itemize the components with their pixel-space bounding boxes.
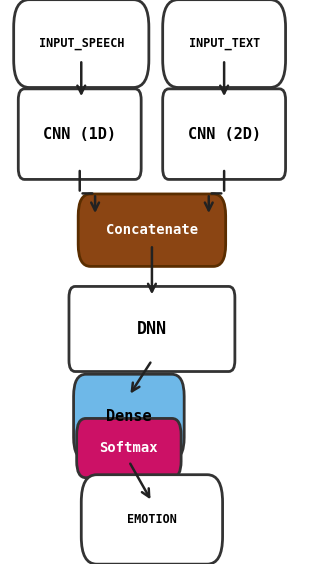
FancyBboxPatch shape	[78, 194, 226, 266]
Text: Concatenate: Concatenate	[106, 223, 198, 237]
FancyBboxPatch shape	[14, 0, 149, 87]
FancyBboxPatch shape	[69, 287, 235, 372]
Text: Dense: Dense	[106, 409, 152, 424]
Text: EMOTION: EMOTION	[127, 513, 177, 526]
Text: Softmax: Softmax	[100, 441, 158, 455]
Text: INPUT_SPEECH: INPUT_SPEECH	[38, 37, 124, 50]
Text: CNN (2D): CNN (2D)	[188, 127, 261, 142]
FancyBboxPatch shape	[73, 374, 184, 459]
FancyBboxPatch shape	[18, 89, 141, 179]
FancyBboxPatch shape	[77, 418, 181, 478]
FancyBboxPatch shape	[163, 0, 286, 87]
FancyBboxPatch shape	[163, 89, 286, 179]
FancyBboxPatch shape	[81, 475, 223, 564]
Text: DNN: DNN	[137, 320, 167, 338]
Text: INPUT_TEXT: INPUT_TEXT	[188, 37, 260, 50]
Text: CNN (1D): CNN (1D)	[43, 127, 116, 142]
